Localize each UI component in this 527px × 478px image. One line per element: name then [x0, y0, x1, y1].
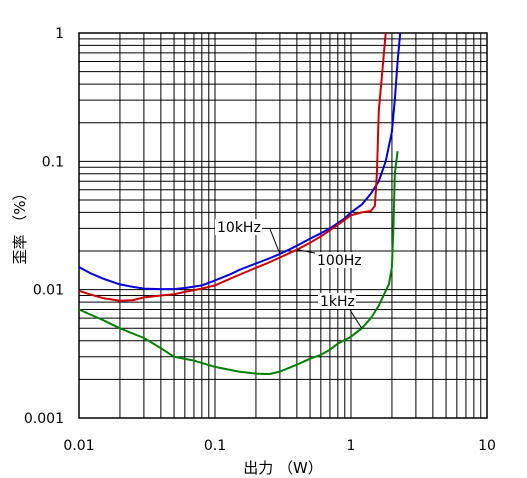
series-label-1kHz: 1kHz	[320, 294, 355, 310]
label-bg-10kHz	[215, 219, 262, 235]
y-tick-label: 0.001	[24, 411, 64, 427]
label-bg-1kHz	[318, 293, 356, 309]
y-axis-label: 歪率 （%）	[11, 185, 29, 264]
plot-frame	[78, 32, 488, 419]
series-line-1kHz	[78, 151, 399, 376]
series-label-100Hz: 100Hz	[317, 253, 362, 269]
series-line-100Hz	[78, 32, 387, 302]
leader-line-1kHz	[349, 309, 363, 329]
annotations: 10kHz 100Hz 1kHz	[215, 219, 363, 329]
leader-line-10kHz	[269, 228, 281, 255]
x-axis-label: 出力 （W）	[243, 459, 323, 477]
label-bg-100Hz	[315, 252, 362, 268]
y-tick-label: 0.1	[42, 154, 64, 170]
x-tick-label: 10	[478, 438, 496, 454]
series-label-10kHz: 10kHz	[217, 220, 261, 236]
tick-labels: 0.01 0.1 1 10 0.001 0.01 0.1 1	[24, 26, 496, 454]
grid	[78, 32, 488, 419]
x-tick-label: 0.1	[204, 438, 226, 454]
x-tick-label: 0.01	[63, 438, 94, 454]
x-tick-label: 1	[347, 438, 356, 454]
series-line-10kHz	[78, 32, 402, 291]
y-tick-label: 0.01	[33, 283, 64, 299]
series-lines	[78, 32, 402, 376]
y-tick-label: 1	[55, 26, 64, 42]
